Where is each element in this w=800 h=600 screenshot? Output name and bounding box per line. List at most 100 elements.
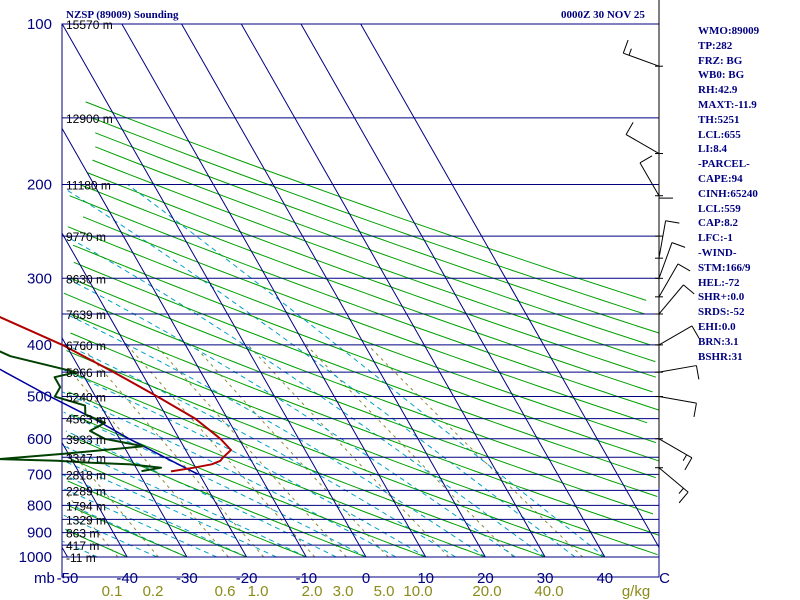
index-item: -WIND-	[698, 246, 737, 259]
wind-barb-flag	[625, 122, 634, 135]
dry-adiabat-100	[72, 244, 659, 462]
isotherm-40	[300, 23, 606, 558]
index-item: LCL:655	[698, 128, 741, 141]
wind-barb-210	[639, 155, 663, 197]
wind-barb-flag	[665, 220, 680, 224]
dry-adiabat--20	[67, 480, 247, 558]
isotherm-0	[61, 23, 367, 558]
wind-barb-shaft	[623, 52, 660, 67]
valid-time: 0000Z 30 NOV 25	[561, 9, 645, 21]
index-item: STM:166/9	[698, 261, 751, 274]
wind-barb-500	[655, 396, 697, 418]
height-label: 6760 m	[66, 339, 106, 353]
temperature-tick-label: 10	[417, 570, 434, 587]
pressure-tick-label: 200	[27, 176, 52, 193]
index-item: CAP:8.2	[698, 217, 739, 230]
isotherm-30	[240, 23, 546, 558]
wind-barb-shaft	[639, 162, 660, 196]
dry-adiabat-150	[87, 172, 657, 378]
wind-barb-120	[622, 39, 663, 67]
temperature-tick-label: 0	[362, 570, 370, 587]
pressure-tick-label: 500	[27, 389, 52, 406]
index-item: WMO:89009	[698, 25, 760, 37]
temperature-trace	[0, 316, 232, 473]
index-item: BRN:3.1	[698, 335, 739, 348]
temperature-tick-label: -50	[57, 570, 79, 587]
mixing-ratio-unit-label: g/kg	[622, 583, 650, 600]
pressure-tick-label: 800	[27, 497, 52, 514]
wind-barb-flag	[678, 491, 689, 504]
wind-barb-shaft	[658, 263, 679, 298]
dry-adiabat-110	[67, 226, 657, 444]
moist-adiabat--35	[63, 514, 158, 558]
dry-adiabat-200	[85, 101, 647, 301]
temperature-tick-label: -10	[295, 570, 317, 587]
wind-barb-flag	[639, 155, 653, 164]
dry-adiabat-20	[68, 391, 486, 558]
wind-barb-flag	[691, 325, 700, 339]
index-item: TP:282	[698, 39, 733, 52]
pressure-tick-label: 400	[27, 337, 52, 354]
wind-barbs	[622, 0, 700, 504]
wind-barb-325	[655, 263, 691, 298]
mixing-ratio-tick-label: 2.0	[302, 583, 323, 600]
pressure-tick-label: 100	[27, 16, 52, 33]
mixing-ratio-tick-label: 0.6	[215, 583, 236, 600]
mixing-ratio-line-0.2	[66, 445, 159, 558]
height-label: 417 m	[66, 539, 99, 553]
height-label: 2818 m	[66, 468, 106, 482]
wind-barb-flag	[678, 487, 684, 494]
wind-barb-flag	[695, 365, 700, 380]
dry-adiabat-0	[67, 434, 367, 558]
wind-barb-600	[655, 438, 693, 471]
height-label: 15570 m	[66, 18, 113, 32]
dry-adiabat-50	[70, 332, 658, 556]
height-label: 12900 m	[66, 112, 113, 126]
dry-adiabat-10	[71, 413, 426, 558]
wind-barb-shaft	[658, 284, 684, 315]
isotherms	[61, 23, 660, 558]
mixing-ratio-tick-label: 3.0	[333, 583, 354, 600]
height-label: 8630 m	[66, 272, 106, 286]
wind-barb-shaft	[658, 396, 697, 404]
index-item: LI:8.4	[698, 143, 728, 156]
dry-adiabat-180	[95, 132, 660, 334]
height-label: -11 m	[66, 551, 96, 565]
height-label: 2289 m	[66, 484, 106, 498]
pressure-unit-label: mb	[34, 570, 55, 587]
moist-adiabat--25	[63, 488, 218, 558]
wind-barb-flag	[693, 403, 697, 418]
dry-adiabat-170	[95, 146, 651, 346]
wind-barb-shaft	[658, 365, 697, 373]
height-label: 3347 m	[66, 451, 106, 465]
mixing-ratio-tick-label: 0.2	[143, 583, 164, 600]
isotherm-50	[360, 23, 660, 548]
temperature-tick-label: -20	[236, 570, 258, 587]
wind-barb-300	[655, 242, 686, 279]
index-item: SRDS:-52	[698, 306, 745, 319]
station-title: NZSP (89009) Sounding	[66, 9, 179, 21]
dry-adiabat-130	[69, 195, 659, 411]
dry-adiabat-80	[70, 277, 658, 497]
mixing-ratio-tick-label: 40.0	[534, 583, 563, 600]
wind-barb-400	[655, 325, 700, 346]
dry-adiabat--40	[65, 529, 128, 558]
dry-adiabat-70	[63, 292, 654, 515]
dewpoint-trace	[0, 350, 163, 473]
temperature-tick-label: 20	[477, 570, 494, 587]
moist-adiabat--45	[62, 540, 98, 558]
parcel-line	[0, 368, 199, 476]
wind-barb-275	[655, 220, 680, 259]
isotherm-20	[181, 23, 486, 558]
moist-adiabat-25	[66, 277, 516, 558]
wind-barb-flag	[683, 284, 695, 295]
pressure-tick-label: 600	[27, 431, 52, 448]
dry-adiabat-30	[70, 371, 546, 558]
pressure-tick-label: 1000	[19, 549, 52, 566]
wind-barb-flag	[628, 48, 632, 56]
height-label: 11180 m	[66, 178, 111, 192]
index-item: EHI:0.0	[698, 320, 736, 333]
temperature-tick-label: -30	[176, 570, 198, 587]
